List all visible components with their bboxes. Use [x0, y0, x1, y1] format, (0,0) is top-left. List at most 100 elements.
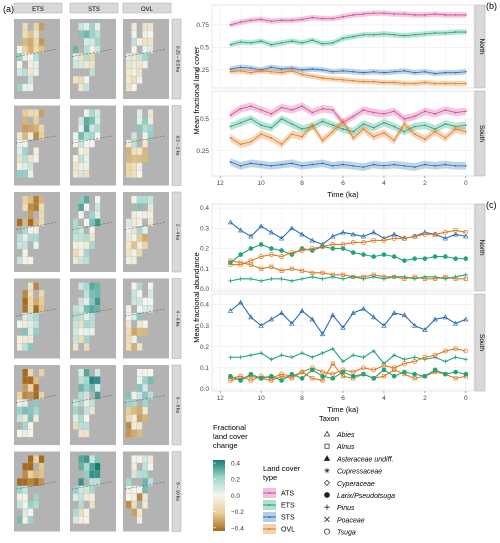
- map-grid-cell: [137, 68, 143, 76]
- data-point: [464, 164, 467, 167]
- data-point: [258, 242, 264, 247]
- data-point: [412, 256, 417, 261]
- map-grid-cell: [22, 463, 28, 471]
- data-point: [393, 125, 396, 128]
- data-point: [239, 21, 242, 24]
- data-point: [413, 133, 416, 136]
- data-point: [442, 348, 448, 354]
- data-point: [290, 162, 293, 165]
- data-point: [279, 248, 284, 253]
- map-grid-cell: [148, 463, 154, 471]
- map-grid-cell: [89, 226, 95, 234]
- data-point: [413, 125, 416, 128]
- data-point: [248, 314, 254, 320]
- map-grid-cell: [126, 343, 132, 351]
- data-point: [260, 109, 263, 111]
- map-grid-cell: [142, 53, 148, 61]
- map-grid-cell: [142, 455, 148, 463]
- data-point: [371, 237, 377, 243]
- data-point: [309, 237, 315, 243]
- map-grid-cell: [84, 414, 90, 422]
- data-point: [280, 71, 283, 74]
- map-grid-cell: [78, 335, 84, 343]
- map-grid-cell: [78, 170, 84, 178]
- map-grid-cell: [84, 218, 90, 227]
- cover-legend-point: [268, 492, 271, 494]
- map-grid-cell: [22, 369, 28, 377]
- map-row-strip: [171, 364, 182, 446]
- map-grid-cell: [28, 170, 34, 178]
- facet-label: South: [478, 125, 485, 142]
- map-grid-cell: [28, 501, 34, 509]
- data-point: [248, 276, 253, 281]
- map-grid-cell: [137, 203, 143, 211]
- data-point: [453, 227, 459, 233]
- map-grid-cell: [22, 68, 28, 76]
- map-grid-cell: [17, 155, 23, 163]
- data-point: [310, 274, 315, 279]
- map-grid-cell: [84, 320, 90, 328]
- map-cell-group: [14, 192, 60, 272]
- map-grid-cell: [73, 226, 79, 234]
- map-grid-cell: [22, 328, 28, 336]
- data-point: [311, 124, 314, 127]
- data-point: [403, 123, 406, 125]
- map-grid-cell: [137, 226, 143, 234]
- series-line: [230, 120, 466, 145]
- map-grid-cell: [84, 422, 90, 430]
- data-point: [371, 254, 377, 259]
- data-point: [258, 254, 264, 260]
- map-grid-cell: [22, 376, 28, 384]
- map-grid-cell: [126, 335, 132, 343]
- map-grid-cell: [137, 429, 143, 438]
- map-grid-cell: [137, 320, 143, 328]
- map-grid-cell: [73, 170, 79, 178]
- cover-legend-point: [268, 516, 271, 518]
- map-grid-cell: [78, 429, 84, 438]
- data-point: [381, 374, 386, 379]
- map-grid-cell: [22, 256, 28, 265]
- map-grid-cell: [142, 478, 148, 486]
- colorbar-tick-label: 0.2: [231, 477, 240, 484]
- data-point: [269, 357, 274, 362]
- data-point: [311, 75, 314, 78]
- map-grid-cell: [84, 23, 90, 31]
- data-point: [401, 235, 407, 241]
- map-grid-cell: [131, 241, 137, 249]
- data-point: [319, 331, 326, 337]
- map-grid-cell: [131, 76, 137, 84]
- map-grid-cell: [148, 23, 154, 31]
- map-grid-cell: [28, 218, 34, 227]
- map-grid-cell: [148, 132, 154, 140]
- map-grid-cell: [73, 485, 79, 494]
- data-point: [320, 350, 325, 356]
- y-tick-label: 0.5: [200, 45, 209, 52]
- facet-label: North: [478, 240, 485, 256]
- data-point: [464, 82, 467, 85]
- data-point: [279, 254, 285, 260]
- map-grid-cell: [33, 478, 39, 486]
- map-grid-cell: [89, 407, 95, 415]
- taxon-legend-key: [324, 528, 330, 535]
- map-grid-cell: [22, 407, 28, 415]
- map-grid-cell: [28, 124, 34, 132]
- cover-legend-label: ETS: [281, 503, 295, 510]
- data-point: [403, 69, 406, 72]
- x-tick-label: 12: [217, 395, 225, 402]
- data-point: [342, 78, 344, 81]
- map-grid-cell: [137, 170, 143, 178]
- data-point: [423, 138, 426, 141]
- data-point: [280, 68, 283, 70]
- series-band-ats: [230, 102, 466, 127]
- data-point: [403, 34, 406, 37]
- x-tick-label: 4: [382, 180, 386, 187]
- map-grid-cell: [84, 376, 90, 384]
- map-grid-cell: [137, 508, 143, 516]
- data-point: [352, 164, 355, 167]
- taxon-legend-label: Cyperaceae: [337, 481, 375, 488]
- map-grid-cell: [28, 478, 34, 486]
- map-grid-cell: [126, 312, 132, 321]
- map-grid-cell: [142, 30, 148, 38]
- data-point: [340, 242, 346, 247]
